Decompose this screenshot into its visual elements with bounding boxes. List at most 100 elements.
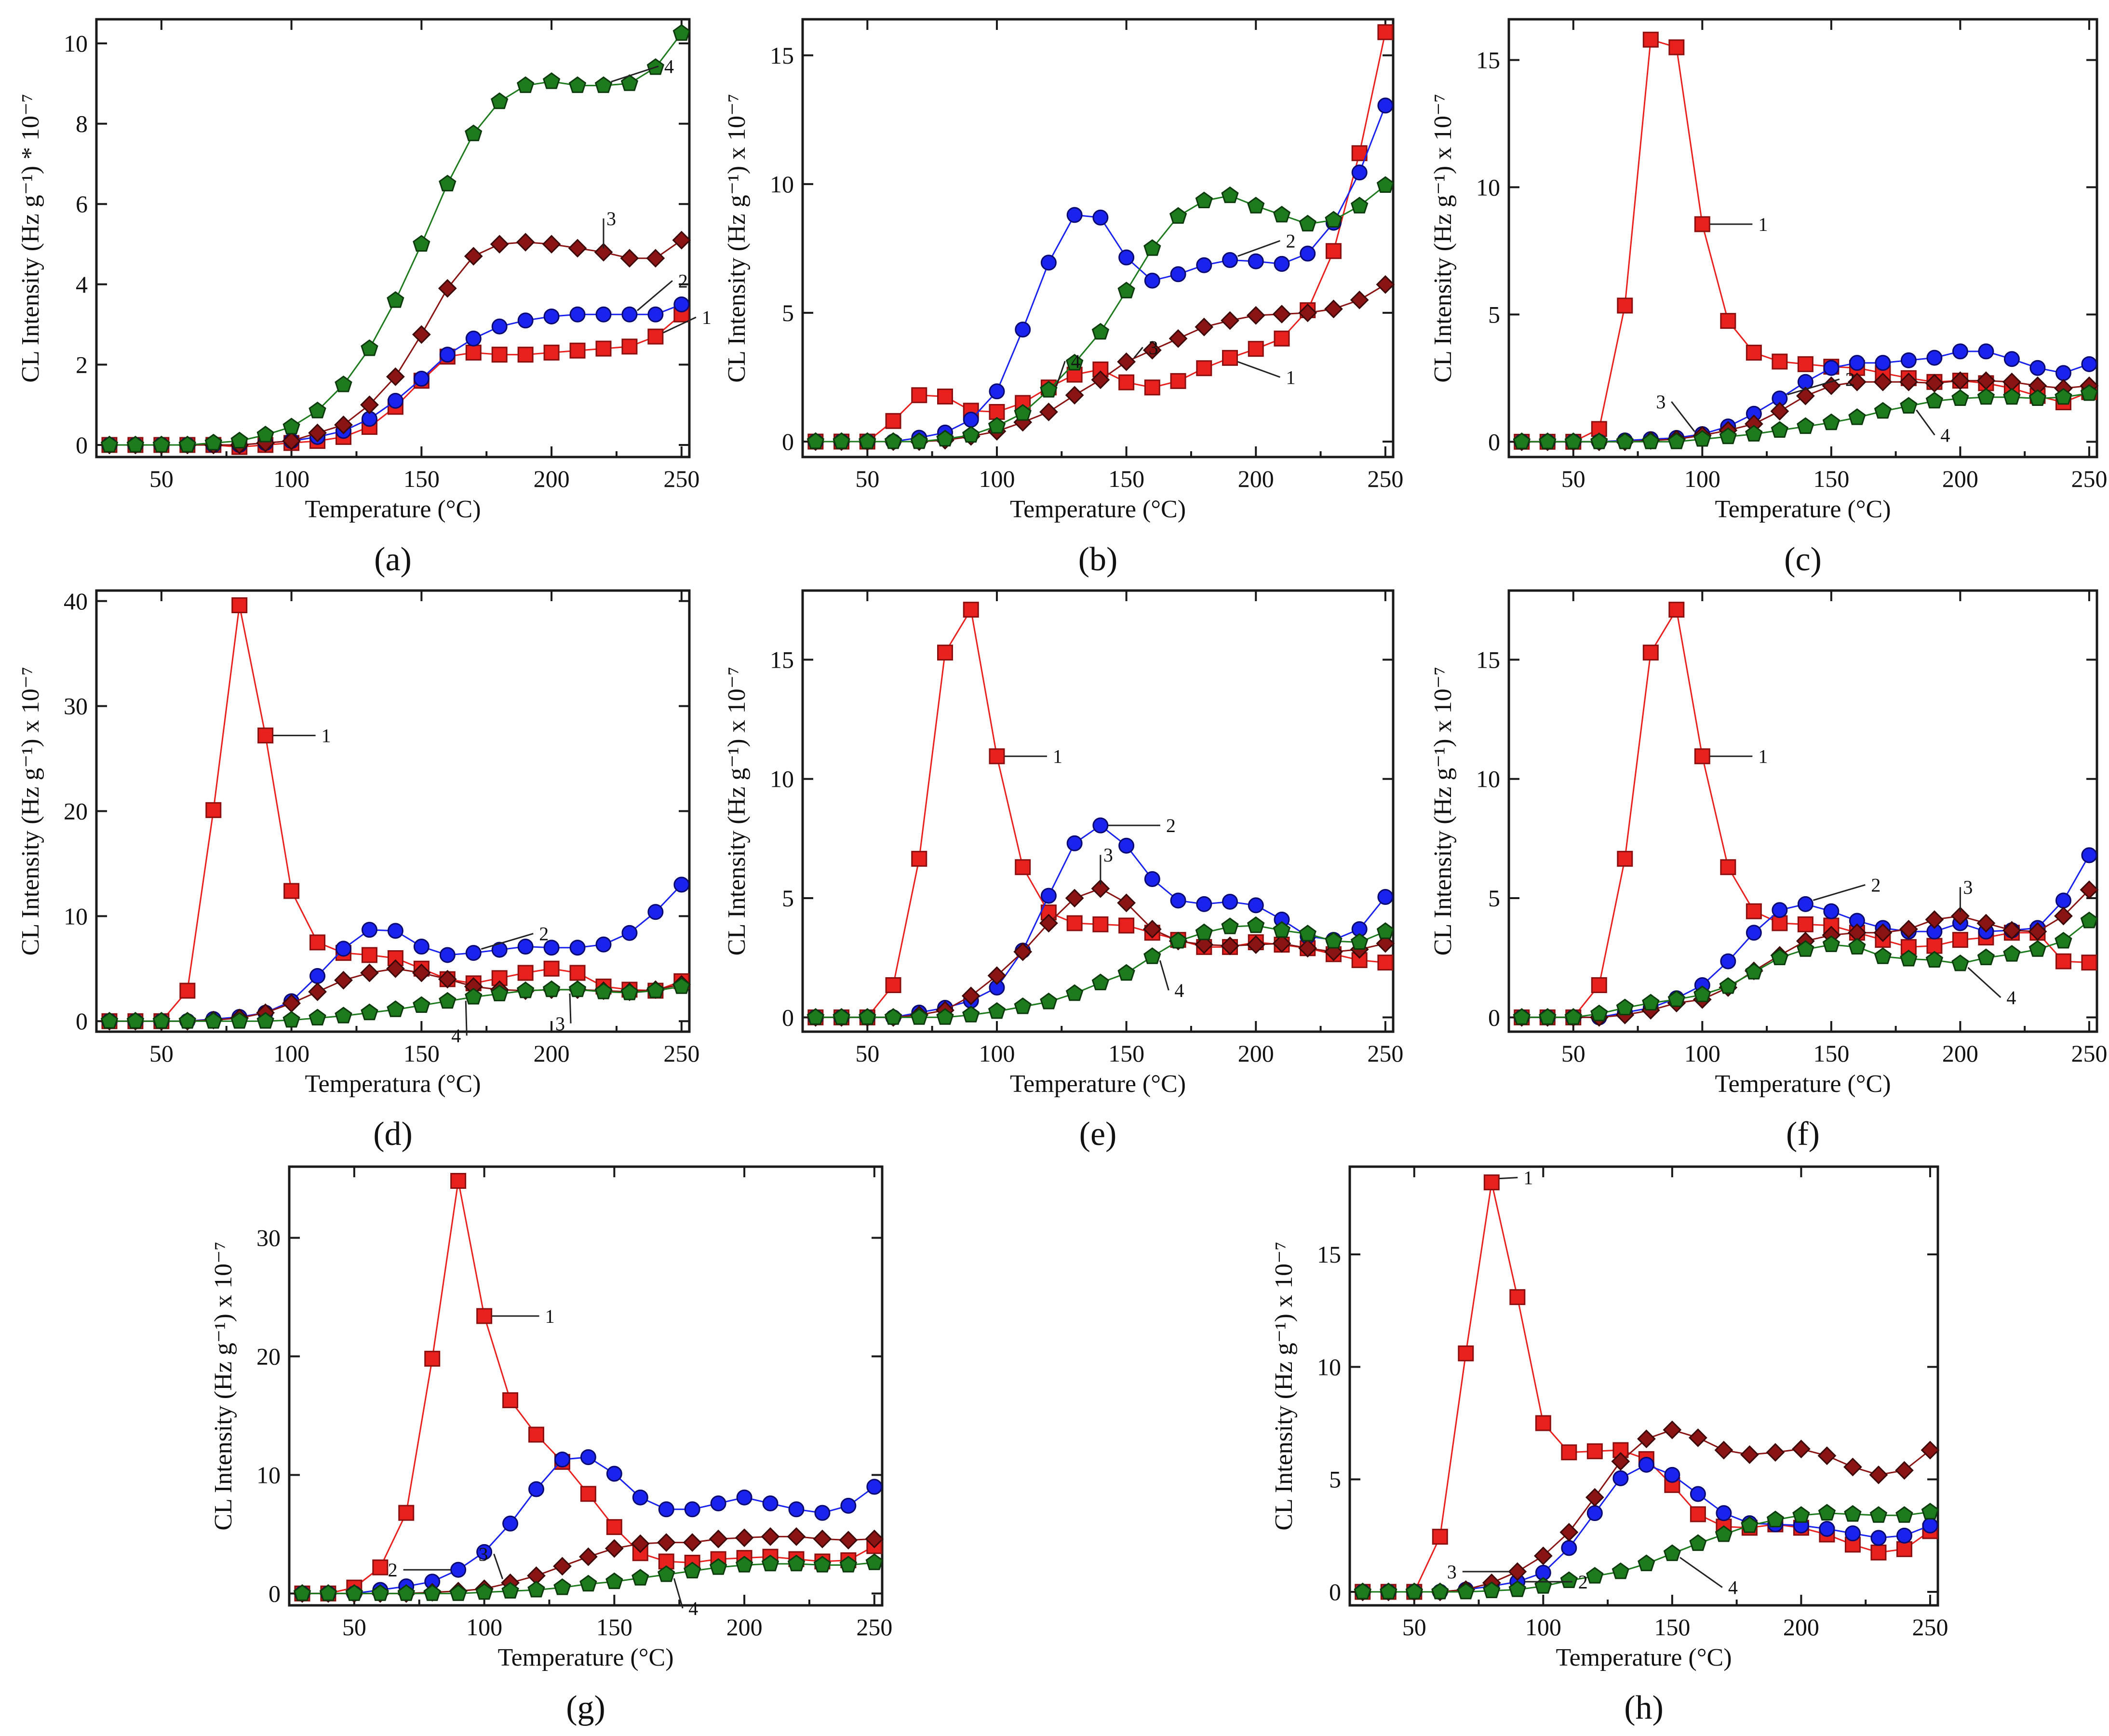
data-point bbox=[1325, 211, 1343, 228]
data-point bbox=[1196, 360, 1212, 377]
data-point bbox=[1299, 925, 1316, 942]
data-point bbox=[1848, 408, 1866, 425]
y-tick-label: 20 bbox=[64, 798, 88, 825]
data-point bbox=[1797, 940, 1814, 957]
data-point bbox=[1564, 432, 1582, 449]
x-tick-label: 250 bbox=[2071, 1040, 2107, 1067]
data-point bbox=[387, 392, 403, 409]
x-tick-label: 200 bbox=[1238, 1040, 1274, 1067]
data-point bbox=[1874, 402, 1892, 419]
data-point bbox=[1144, 272, 1160, 289]
data-point bbox=[1092, 361, 1109, 377]
data-point bbox=[309, 402, 326, 418]
data-point bbox=[465, 124, 483, 141]
data-point bbox=[1508, 1580, 1526, 1597]
data-point bbox=[1351, 145, 1368, 161]
series-4 bbox=[293, 1553, 883, 1601]
data-point bbox=[1539, 1008, 1557, 1025]
series-line-1 bbox=[302, 1181, 875, 1594]
data-point bbox=[1822, 413, 1840, 431]
data-point bbox=[517, 939, 534, 955]
data-point bbox=[319, 1584, 337, 1601]
data-point bbox=[387, 291, 404, 308]
data-point bbox=[1325, 243, 1342, 259]
label-leader bbox=[1159, 960, 1169, 991]
data-point bbox=[1797, 916, 1813, 932]
panel-label: (f) bbox=[1786, 1116, 1820, 1153]
data-point bbox=[543, 308, 560, 324]
data-point bbox=[595, 306, 612, 323]
data-point bbox=[1770, 402, 1789, 421]
data-point bbox=[1222, 350, 1238, 366]
data-point bbox=[387, 1000, 404, 1017]
data-point bbox=[517, 312, 534, 329]
label-leader bbox=[1787, 378, 1840, 396]
data-point bbox=[542, 980, 561, 997]
data-point bbox=[1951, 389, 1969, 406]
data-point bbox=[1921, 1440, 1940, 1460]
data-point bbox=[963, 602, 979, 618]
data-point bbox=[1663, 1544, 1681, 1561]
data-point bbox=[1432, 1529, 1448, 1545]
data-point bbox=[438, 969, 457, 989]
data-point bbox=[885, 977, 901, 994]
x-tick-label: 100 bbox=[1525, 1614, 1561, 1641]
data-point bbox=[334, 970, 353, 990]
data-point bbox=[501, 1582, 519, 1599]
data-point bbox=[100, 435, 119, 453]
series-label: 2 bbox=[388, 1559, 398, 1581]
data-point bbox=[553, 1578, 571, 1595]
label-leader bbox=[1813, 884, 1866, 901]
label-leader bbox=[1916, 409, 1935, 436]
data-point bbox=[833, 1008, 850, 1025]
data-point bbox=[1926, 938, 1943, 954]
data-point bbox=[1590, 1004, 1608, 1022]
data-point bbox=[1014, 997, 1032, 1014]
data-point bbox=[1091, 879, 1110, 898]
series-label: 2 bbox=[678, 270, 688, 292]
chart-panel-d: 50 100 150 200 250 0 10 20 30 40 Temperatura (°C) C… bbox=[17, 588, 699, 1153]
plot-frame bbox=[1348, 1165, 1939, 1607]
data-point bbox=[1376, 176, 1395, 193]
data-point bbox=[1822, 935, 1840, 952]
y-axis-title: CL Intensity (Hz g⁻¹) * 10⁻⁷ bbox=[17, 94, 44, 382]
x-tick-label: 200 bbox=[1942, 1040, 1978, 1067]
data-point bbox=[309, 1009, 326, 1026]
x-tick-label: 100 bbox=[979, 1040, 1015, 1067]
chart-panel-e: 50 100 150 200 250 0 5 10 15 Temperature (°C) CL I… bbox=[723, 589, 1403, 1153]
data-point bbox=[491, 942, 508, 958]
data-point bbox=[1248, 253, 1264, 269]
data-point bbox=[439, 175, 457, 191]
x-tick-label: 200 bbox=[534, 465, 570, 492]
series-4 bbox=[100, 977, 690, 1029]
data-point bbox=[1797, 356, 1813, 372]
x-axis-title: Temperature (°C) bbox=[1715, 496, 1891, 523]
data-point bbox=[345, 1584, 363, 1601]
data-point bbox=[1195, 317, 1214, 336]
y-axis-title: CL Intensity (Hz g⁻¹) x 10⁻⁷ bbox=[1429, 667, 1457, 955]
data-point bbox=[1376, 934, 1395, 953]
x-tick-label: 200 bbox=[1942, 465, 1978, 492]
chart-panel-a: 50 100 150 200 250 0 2 4 6 8 10 Temperature (°C) CL … bbox=[17, 18, 712, 578]
data-point bbox=[657, 1533, 676, 1552]
data-point bbox=[1118, 374, 1135, 390]
panel-label: (g) bbox=[566, 1689, 605, 1726]
data-point bbox=[1325, 931, 1343, 949]
data-point bbox=[1590, 432, 1608, 449]
data-point bbox=[1819, 1521, 1835, 1537]
series-label: 3 bbox=[555, 1013, 565, 1035]
data-point bbox=[1690, 1486, 1706, 1502]
data-point bbox=[413, 939, 430, 955]
x-tick-label: 50 bbox=[855, 1040, 879, 1067]
data-point bbox=[100, 1012, 119, 1029]
data-point bbox=[1039, 914, 1058, 933]
y-tick-label: 0 bbox=[782, 1004, 794, 1031]
data-point bbox=[989, 748, 1005, 765]
series-label: 4 bbox=[1071, 350, 1080, 372]
data-point bbox=[2003, 945, 2021, 962]
data-point bbox=[1792, 1506, 1810, 1523]
series-label: 3 bbox=[1103, 844, 1113, 866]
data-point bbox=[1591, 421, 1607, 437]
data-point bbox=[516, 981, 535, 998]
data-point bbox=[361, 922, 377, 938]
